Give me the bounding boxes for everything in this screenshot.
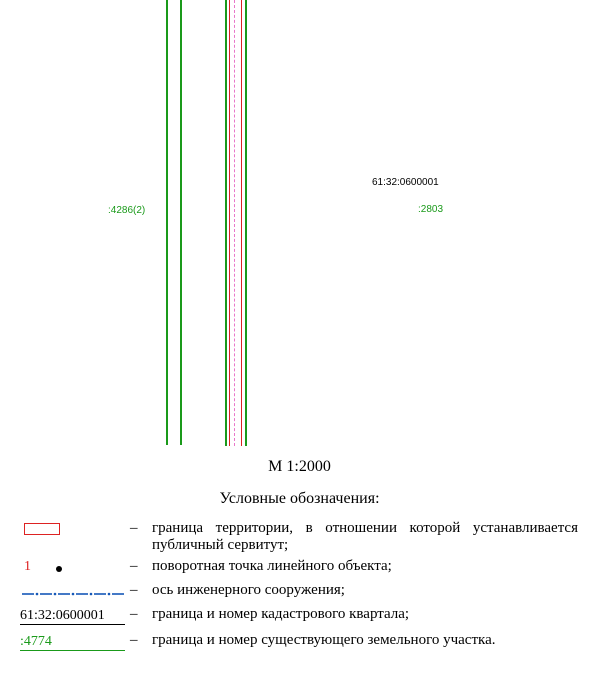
legend-text: граница и номер кадастрового квартала; — [152, 606, 588, 623]
parcel-boundary-line — [225, 0, 227, 446]
servitude-boundary-line — [241, 0, 242, 446]
legend-symbol: :4774 — [18, 632, 130, 654]
map-label: :2803 — [418, 204, 443, 215]
legend-row: –граница территории, в отношении которой… — [18, 520, 588, 554]
legend-dash: – — [130, 632, 152, 649]
legend-symbol: 61:32:0600001 — [18, 606, 130, 628]
legend-title: Условные обозначения: — [0, 490, 599, 508]
legend-symbol — [18, 520, 130, 554]
legend-cadastral-sample: 61:32:0600001 — [20, 608, 125, 625]
legend-text: поворотная точка линейного объекта; — [152, 558, 588, 575]
legend-axis-icon — [20, 591, 128, 597]
legend-row: 1 –поворотная точка линейного объекта; — [18, 558, 588, 578]
legend-text: граница и номер существующего земельного… — [152, 632, 588, 649]
map-label: :4286(2) — [108, 205, 145, 216]
legend-rect-icon — [24, 523, 60, 535]
parcel-boundary-line — [166, 0, 168, 445]
legend-turnpoint-number: 1 — [24, 559, 31, 575]
legend: –граница территории, в отношении которой… — [18, 520, 588, 658]
parcel-boundary-line — [245, 0, 247, 446]
legend-text: ось инженерного сооружения; — [152, 582, 588, 599]
servitude-boundary-line — [229, 0, 230, 446]
legend-parcel-sample: :4774 — [20, 634, 125, 651]
legend-dash: – — [130, 582, 152, 599]
legend-dash: – — [130, 520, 152, 537]
legend-row: 61:32:0600001–граница и номер кадастрово… — [18, 606, 588, 628]
legend-dash: – — [130, 606, 152, 623]
engineering-axis-line — [234, 0, 237, 446]
legend-turnpoint-dot-icon — [56, 566, 62, 572]
parcel-boundary-line — [180, 0, 182, 445]
legend-row: –ось инженерного сооружения; — [18, 582, 588, 602]
scale-text: М 1:2000 — [0, 458, 599, 476]
legend-text: граница территории, в отношении которой … — [152, 520, 588, 554]
legend-symbol: 1 — [18, 558, 130, 578]
map-label: 61:32:0600001 — [372, 177, 439, 188]
map-area: :4286(2) 61:32:0600001 :2803 — [0, 0, 599, 450]
legend-row: :4774–граница и номер существующего земе… — [18, 632, 588, 654]
legend-symbol — [18, 582, 130, 602]
legend-dash: – — [130, 558, 152, 575]
